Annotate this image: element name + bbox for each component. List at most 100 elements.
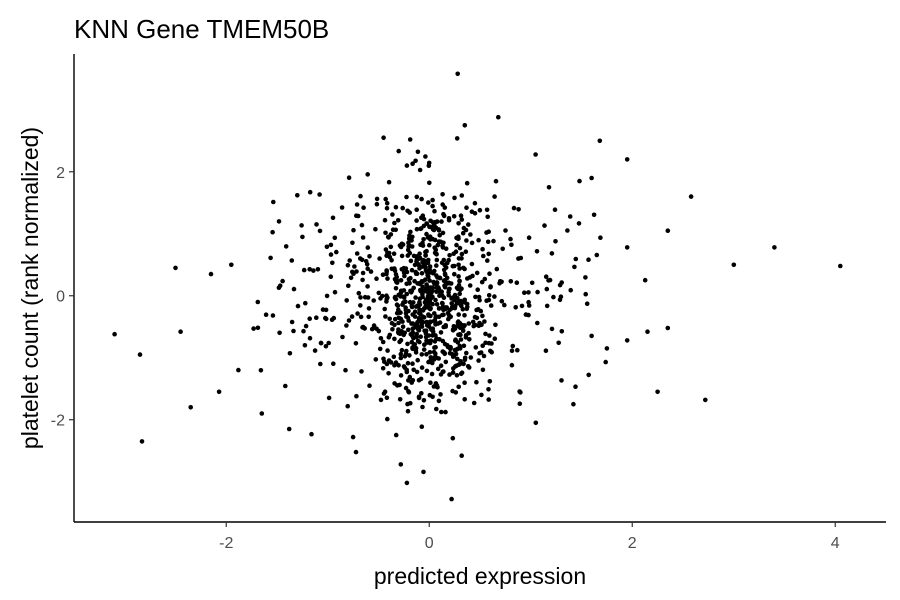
data-point [522,290,527,296]
data-point [457,291,463,297]
data-point [427,180,432,186]
data-point [387,254,393,260]
data-point [453,337,458,343]
data-point [447,372,452,377]
data-point [446,313,452,318]
data-point [479,279,485,285]
data-point [556,340,561,346]
data-point [543,274,549,280]
data-point [359,257,365,263]
data-point [389,266,395,272]
data-point [404,314,409,319]
data-point [438,330,444,335]
data-point [477,207,483,213]
data-point [476,237,481,243]
data-point [486,229,492,234]
data-point [432,223,437,228]
data-point [417,296,423,302]
data-point [139,439,145,444]
data-point [420,319,426,325]
data-point [645,329,650,335]
data-point [295,193,300,198]
data-point [447,345,453,351]
data-point [455,236,461,241]
data-point [430,294,435,300]
data-point [469,240,475,246]
data-point [409,238,414,243]
data-point [440,192,445,197]
data-point [425,298,430,304]
data-point [388,232,394,237]
data-point [411,285,417,291]
data-point [412,278,417,284]
data-point [430,203,435,209]
data-point [420,290,425,296]
data-point [383,230,388,236]
data-point [424,352,429,357]
data-point [369,326,375,332]
data-point [589,175,594,181]
data-point [258,368,264,373]
data-point [360,325,365,330]
data-point [356,290,362,296]
data-point [597,138,603,144]
data-point [424,323,430,328]
data-point [408,288,413,294]
data-point [323,316,329,322]
data-point [289,319,295,325]
data-point [390,227,396,232]
data-point [461,361,466,367]
data-point [415,357,421,363]
data-point [331,361,336,367]
y-axis-ticks: -2 0 2 [51,165,74,430]
data-point [509,348,515,354]
data-point [398,355,404,361]
data-point [398,351,404,357]
x-tick-label: 0 [425,535,434,552]
data-point [436,356,442,361]
data-point [236,367,241,373]
data-point [451,366,456,371]
data-point [594,252,600,258]
data-point [280,278,285,284]
data-point [488,303,494,308]
x-axis-ticks: -2 0 2 4 [219,522,840,552]
y-tick-label: -2 [51,413,65,430]
data-point [413,295,418,300]
data-point [314,222,319,227]
data-point [436,306,442,311]
data-point [440,230,446,236]
data-point [437,320,443,325]
data-point [270,313,276,318]
data-point [358,193,363,199]
data-point [390,327,395,332]
data-point [420,213,426,218]
data-point [326,395,332,401]
data-point [346,318,352,323]
data-point [426,160,432,166]
data-point [487,333,492,338]
data-point [411,253,417,259]
data-point [351,227,356,233]
data-point [457,287,463,293]
data-point [772,245,777,250]
data-point [465,304,470,310]
data-point [403,385,409,391]
data-point [443,409,448,415]
data-point [443,323,449,328]
data-point [458,298,464,304]
data-point [459,251,465,257]
data-point [459,217,465,222]
data-point [404,348,409,354]
data-point [586,372,591,378]
data-point [350,434,356,440]
data-point [391,251,397,256]
data-point [324,293,330,299]
data-point [510,343,516,349]
data-point [406,318,411,323]
data-point [112,331,117,337]
data-point [374,201,380,207]
data-point [439,300,445,306]
data-point [487,379,493,384]
